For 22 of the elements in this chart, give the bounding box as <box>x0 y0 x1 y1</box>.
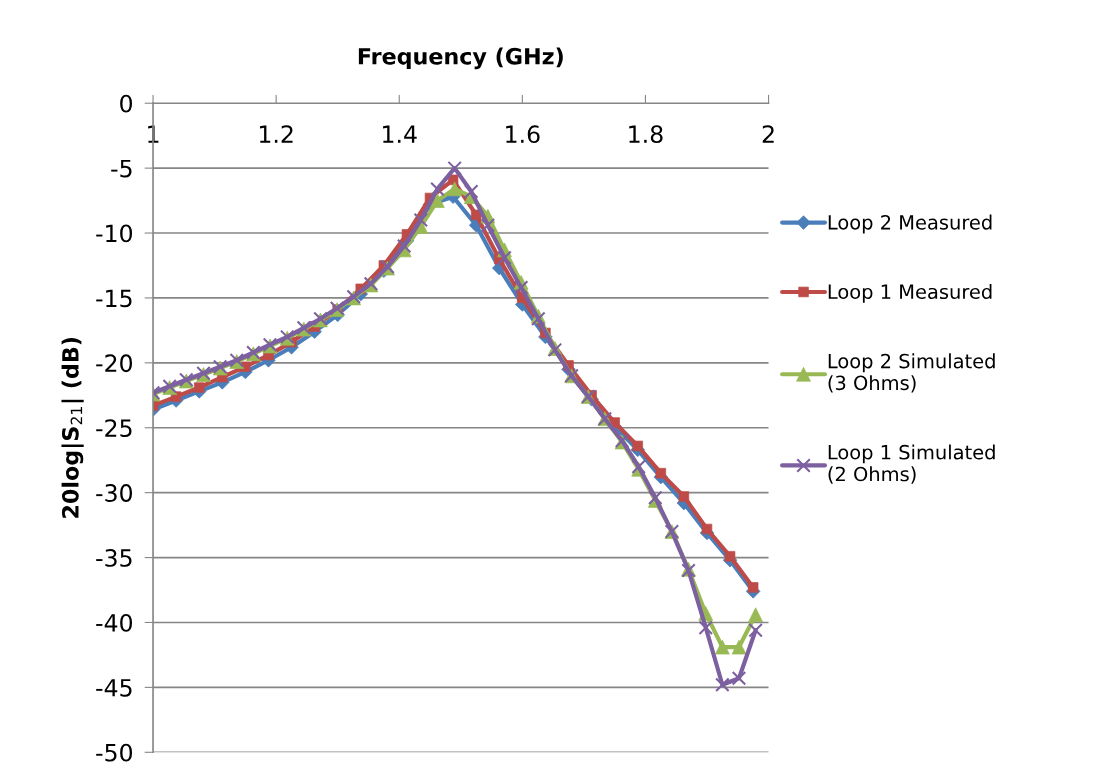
legend-label: Loop 2 Simulated (3 Ohms) <box>828 353 995 393</box>
y-tick-label: -50 <box>96 743 133 762</box>
x-tick-label: 1.4 <box>383 125 417 143</box>
y-tick-label: -15 <box>96 289 132 308</box>
y-tick-label: -10 <box>96 224 133 243</box>
x-tick-label: 2 <box>762 125 774 143</box>
y-tick-label: -35 <box>96 549 132 567</box>
y-tick-label: -25 <box>96 419 132 438</box>
y-tick-label: -20 <box>96 354 133 373</box>
y-axis-title: 20log|S$_{21}$| (dB) <box>61 337 84 518</box>
legend-label: Loop 1 Simulated (2 Ohms) <box>828 444 995 484</box>
x-tick-label: 1.2 <box>259 125 293 143</box>
y-tick-label: -30 <box>96 484 133 502</box>
legend-label: Loop 1 Measured <box>828 284 992 303</box>
x-axis-title: Frequency (GHz) <box>358 47 563 70</box>
legend-label: Loop 2 Measured <box>828 214 992 234</box>
x-tick-label: 1.8 <box>629 125 663 144</box>
y-tick-label: -40 <box>96 613 133 632</box>
y-tick-label: 0 <box>120 94 133 113</box>
y-tick-label: -5 <box>111 159 132 178</box>
y-tick-label: -45 <box>96 679 132 697</box>
x-tick-label: 1.6 <box>506 125 540 144</box>
